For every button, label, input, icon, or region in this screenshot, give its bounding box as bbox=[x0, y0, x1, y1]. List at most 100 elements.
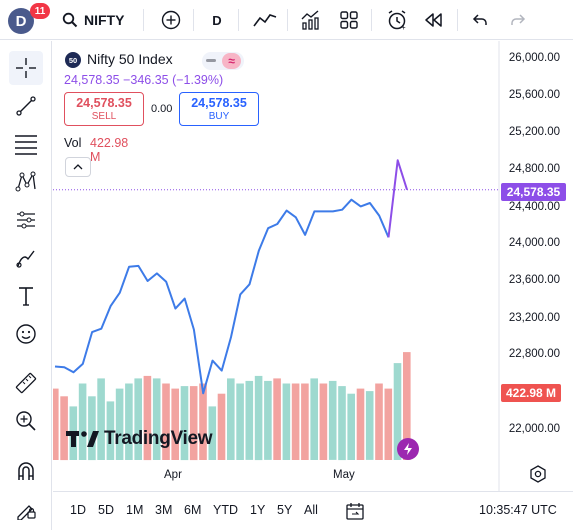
volume-bar bbox=[115, 388, 124, 460]
buy-button[interactable]: 24,578.35 BUY bbox=[179, 92, 259, 126]
collapse-legend-button[interactable] bbox=[65, 157, 91, 177]
volume-bar bbox=[227, 378, 235, 460]
volume-bar bbox=[328, 380, 337, 460]
zoom-in-icon bbox=[16, 411, 36, 431]
user-avatar[interactable]: D bbox=[8, 8, 34, 34]
volume-bar bbox=[291, 383, 300, 460]
lock-draw-icon bbox=[17, 505, 36, 520]
range-1d-button[interactable]: 1D bbox=[70, 503, 86, 517]
volume-bar bbox=[208, 406, 217, 460]
indicators-icon bbox=[301, 10, 319, 30]
sell-button[interactable]: 24,578.35 SELL bbox=[64, 92, 144, 126]
date-range-icon[interactable] bbox=[345, 501, 365, 521]
trend-line-tool[interactable] bbox=[9, 89, 43, 123]
volume-bar bbox=[199, 383, 207, 460]
sell-label: SELL bbox=[91, 111, 117, 122]
volume-bar bbox=[347, 393, 355, 460]
approx-icon: ≈ bbox=[222, 53, 241, 69]
volume-bar bbox=[162, 383, 170, 460]
price-line-series bbox=[54, 198, 390, 395]
undo-icon bbox=[472, 14, 487, 25]
add-symbol-icon bbox=[161, 10, 181, 30]
redo-icon bbox=[511, 14, 526, 25]
magnet-tool[interactable] bbox=[9, 454, 43, 488]
symbol-name: NIFTY bbox=[84, 12, 125, 28]
price-change: 24,578.35 −346.35 (−1.39%) bbox=[64, 73, 224, 87]
layout-icon bbox=[340, 11, 358, 29]
notification-badge: 11 bbox=[30, 3, 50, 19]
volume-bar bbox=[143, 375, 152, 461]
range-3m-button[interactable]: 3M bbox=[155, 503, 173, 517]
volume-bar bbox=[78, 383, 87, 460]
layout-button[interactable] bbox=[336, 5, 362, 35]
price-tick: 25,600.00 bbox=[508, 89, 560, 101]
emoji-icon bbox=[16, 324, 36, 344]
search-icon bbox=[62, 12, 78, 28]
range-1m-button[interactable]: 1M bbox=[126, 503, 144, 517]
fib-tool-icon bbox=[15, 135, 37, 155]
crosshair-tool[interactable] bbox=[9, 51, 43, 85]
lightning-button[interactable] bbox=[397, 438, 419, 460]
forecast-tool[interactable] bbox=[9, 203, 43, 237]
volume-bar bbox=[60, 396, 68, 461]
avatar-letter: D bbox=[15, 12, 27, 30]
alert-button[interactable]: + bbox=[383, 5, 411, 35]
volume-axis-label: 422.98 M bbox=[501, 384, 561, 402]
legend-toggle[interactable]: ≈ bbox=[202, 52, 244, 70]
range-ytd-button[interactable]: YTD bbox=[213, 503, 238, 517]
price-tick: 23,600.00 bbox=[508, 274, 560, 286]
fib-tool[interactable] bbox=[9, 127, 43, 161]
volume-bar bbox=[264, 380, 272, 460]
chart-type-button[interactable] bbox=[250, 5, 280, 35]
range-1y-button[interactable]: 1Y bbox=[250, 503, 266, 517]
emoji-tool[interactable] bbox=[9, 317, 43, 351]
volume-indicator-label[interactable]: Vol bbox=[64, 136, 82, 150]
indicators-button[interactable] bbox=[297, 5, 325, 35]
volume-bar bbox=[97, 378, 105, 460]
drawing-toolbar bbox=[0, 41, 52, 530]
volume-bar bbox=[254, 375, 263, 461]
undo-button[interactable] bbox=[467, 5, 493, 35]
magnet-icon bbox=[18, 462, 34, 480]
interval-button[interactable]: D bbox=[212, 12, 222, 28]
text-icon bbox=[19, 287, 33, 306]
tradingview-logo-icon bbox=[66, 431, 99, 447]
chart-settings-icon[interactable] bbox=[529, 465, 547, 483]
volume-bar bbox=[53, 388, 59, 460]
ruler-tool[interactable] bbox=[9, 366, 43, 400]
volume-bar bbox=[282, 383, 291, 460]
price-tick: 24,800.00 bbox=[508, 163, 560, 175]
chart-pane[interactable]: 26,000.00 25,600.00 25,200.00 24,800.00 … bbox=[53, 41, 573, 491]
pattern-tool-icon bbox=[15, 171, 36, 192]
volume-bar bbox=[245, 380, 254, 460]
buy-label: BUY bbox=[208, 111, 230, 122]
range-5d-button[interactable]: 5D bbox=[98, 503, 114, 517]
volume-bar bbox=[88, 396, 96, 461]
volume-bar bbox=[180, 386, 189, 461]
trend-line-icon bbox=[16, 96, 36, 116]
replay-button[interactable] bbox=[420, 5, 448, 35]
utc-clock[interactable]: 10:35:47 UTC bbox=[479, 503, 557, 517]
text-tool[interactable] bbox=[9, 279, 43, 313]
volume-bar bbox=[393, 363, 402, 460]
price-line-latest-segment bbox=[387, 159, 408, 238]
volume-bar bbox=[319, 383, 328, 460]
time-tick-may: May bbox=[333, 469, 355, 481]
volume-indicator-value: 422.98 M bbox=[90, 136, 129, 164]
symbol-title[interactable]: Nifty 50 Index bbox=[87, 51, 173, 67]
price-tick: 23,200.00 bbox=[508, 312, 560, 324]
price-tick: 26,000.00 bbox=[508, 52, 560, 64]
redo-button[interactable] bbox=[505, 5, 531, 35]
brush-tool[interactable] bbox=[9, 241, 43, 275]
compare-symbol-button[interactable] bbox=[157, 5, 185, 35]
symbol-search-button[interactable]: NIFTY bbox=[62, 5, 134, 35]
pattern-tool[interactable] bbox=[9, 165, 43, 199]
range-5y-button[interactable]: 5Y bbox=[277, 503, 293, 517]
lock-draw-tool[interactable] bbox=[9, 492, 43, 526]
volume-bar bbox=[403, 352, 411, 460]
tradingview-watermark: TradingView bbox=[66, 428, 213, 450]
range-6m-button[interactable]: 6M bbox=[184, 503, 202, 517]
range-all-button[interactable]: All bbox=[304, 503, 318, 517]
price-tick: 25,200.00 bbox=[508, 126, 560, 138]
zoom-tool[interactable] bbox=[9, 404, 43, 438]
